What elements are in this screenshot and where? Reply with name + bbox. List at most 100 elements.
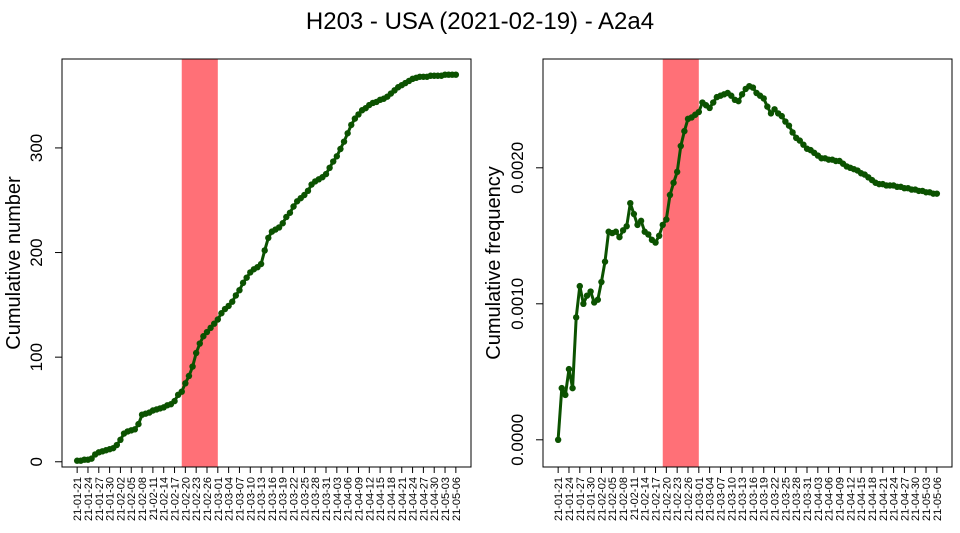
x-tick-label: 21-03-13 [256, 477, 268, 521]
data-point [569, 384, 576, 392]
x-tick-label: 21-03-31 [321, 477, 333, 521]
data-point [706, 104, 713, 112]
data-point [760, 95, 767, 102]
x-tick-label: 21-03-19 [759, 477, 771, 521]
data-point [670, 179, 677, 186]
highlight-band [662, 59, 699, 467]
x-tick-label: 21-02-05 [126, 477, 138, 521]
x-tick-label: 21-02-23 [191, 477, 203, 521]
x-tick-label: 21-03-16 [267, 477, 279, 521]
x-tick-label: 21-04-03 [813, 477, 825, 521]
x-tick-label: 21-02-20 [661, 477, 673, 521]
data-point [673, 168, 681, 176]
x-tick-label: 21-01-30 [105, 477, 117, 521]
data-point [117, 436, 124, 443]
data-point [351, 115, 359, 122]
x-tick-label: 21-05-06 [932, 477, 944, 521]
data-point [326, 164, 333, 171]
x-tick-label: 21-03-04 [705, 477, 717, 521]
x-tick-label: 21-02-20 [180, 477, 192, 521]
data-point [131, 426, 139, 433]
x-tick-label: 21-04-18 [867, 477, 879, 521]
data-point [655, 232, 663, 239]
x-tick-label: 21-01-30 [586, 477, 598, 521]
data-point [565, 365, 573, 373]
data-point [572, 314, 580, 321]
y-tick-label: 100 [27, 343, 46, 371]
x-tick-label: 21-04-12 [845, 477, 857, 521]
y-tick-label: 300 [27, 134, 46, 162]
data-point [344, 130, 351, 137]
data-point [778, 112, 785, 120]
data-point [355, 111, 362, 118]
data-point [88, 455, 95, 462]
data-point [286, 209, 294, 216]
data-point [225, 302, 232, 310]
x-tick-label: 21-03-25 [780, 477, 792, 521]
data-point [290, 203, 297, 210]
data-point [189, 363, 196, 370]
x-tick-label: 21-03-07 [715, 477, 727, 521]
data-point [283, 213, 290, 221]
data-point [695, 108, 703, 116]
data-point [211, 320, 218, 327]
x-tick-label: 21-04-06 [343, 477, 355, 521]
data-point [630, 210, 638, 218]
x-tick-label: 21-03-22 [289, 477, 301, 521]
x-tick-label: 21-01-27 [94, 477, 106, 521]
x-tick-label: 21-04-21 [397, 477, 409, 521]
data-point [178, 388, 185, 395]
data-point [261, 247, 268, 254]
x-tick-label: 21-04-21 [878, 477, 890, 521]
y-axis-label: Cumulative number [3, 176, 25, 350]
y-axis-label: Cumulative frequency [483, 166, 505, 359]
data-point [348, 121, 355, 129]
x-tick-label: 21-02-08 [618, 477, 630, 521]
x-tick-label: 21-03-10 [726, 477, 738, 521]
series-line [556, 84, 937, 440]
chart-title: H203 - USA (2021-02-19) - A2a4 [305, 8, 655, 35]
x-tick-label: 21-04-15 [856, 477, 868, 521]
x-tick-label: 21-03-16 [748, 477, 760, 521]
x-tick-label: 21-01-21 [553, 477, 565, 521]
data-point [340, 138, 348, 145]
x-tick-label: 21-02-23 [672, 477, 684, 521]
data-point [554, 436, 562, 443]
series-line [77, 73, 456, 463]
x-tick-label: 21-01-24 [83, 477, 95, 521]
data-point [322, 170, 330, 178]
x-tick-label: 21-04-09 [834, 477, 846, 521]
data-point [185, 372, 193, 380]
data-point [681, 127, 688, 135]
x-tick-label: 21-01-27 [575, 477, 587, 521]
data-point [232, 292, 240, 299]
x-tick-label: 21-03-04 [224, 477, 236, 521]
data-point [304, 187, 312, 195]
data-point [659, 221, 666, 229]
x-tick-label: 21-03-07 [234, 477, 246, 521]
data-point [192, 349, 200, 357]
y-tick-label: 0 [27, 457, 46, 466]
data-point [200, 333, 207, 340]
data-point [587, 288, 594, 295]
x-tick-label: 21-03-19 [278, 477, 290, 521]
x-tick-label: 21-02-11 [629, 477, 641, 520]
x-tick-label: 21-02-26 [202, 477, 214, 521]
x-tick-label: 21-03-01 [213, 477, 225, 521]
x-tick-label: 21-05-03 [921, 477, 933, 521]
x-tick-label: 21-04-18 [386, 477, 398, 521]
x-tick-label: 21-04-15 [375, 477, 387, 521]
y-tick-label: 0.0000 [508, 414, 527, 466]
data-point [576, 282, 583, 290]
data-point [749, 84, 757, 91]
x-tick-label: 21-04-12 [364, 477, 376, 521]
x-tick-label: 21-03-22 [770, 477, 782, 521]
x-tick-label: 21-03-28 [310, 477, 322, 521]
plot-frame [61, 58, 472, 468]
x-tick-label: 21-04-24 [408, 477, 420, 521]
data-point [236, 287, 243, 294]
data-point [113, 441, 121, 449]
x-tick-label: 21-04-24 [889, 477, 901, 521]
x-tick-label: 21-03-13 [737, 477, 749, 521]
